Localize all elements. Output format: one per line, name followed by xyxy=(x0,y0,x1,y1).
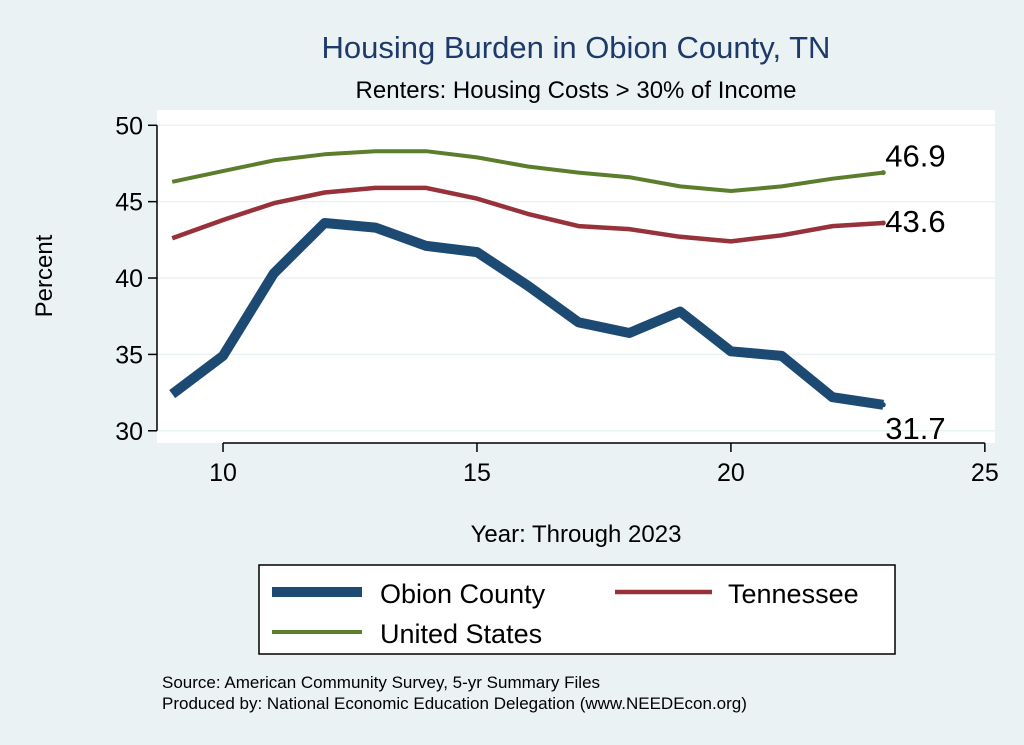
x-tick-label-15: 15 xyxy=(463,459,491,487)
source-note: Source: American Community Survey, 5-yr … xyxy=(162,673,600,692)
axes: 30 35 40 45 50 10 15 20 25 xyxy=(115,112,999,487)
end-label-obion-county: 31.7 xyxy=(885,411,945,446)
series-line-united-states xyxy=(171,149,884,193)
x-tick-label-25: 25 xyxy=(971,459,999,487)
y-tick-label-35: 35 xyxy=(115,341,143,369)
legend-box xyxy=(258,564,896,655)
end-label-united-states: 46.9 xyxy=(885,139,945,174)
legend: Obion County Tennessee United States xyxy=(258,564,896,655)
series-lines xyxy=(169,149,886,410)
y-tick-label-45: 45 xyxy=(115,189,143,217)
end-labels: 46.9 43.6 31.7 xyxy=(885,139,945,446)
y-tick-label-30: 30 xyxy=(115,418,143,446)
gridlines xyxy=(157,124,995,432)
end-point-tennessee xyxy=(880,220,886,226)
y-tick-label-50: 50 xyxy=(115,112,143,140)
chart-title: Housing Burden in Obion County, TN xyxy=(322,30,831,65)
series-line-tennessee xyxy=(171,185,884,244)
legend-label-tennessee: Tennessee xyxy=(728,579,859,609)
series-line-obion-county xyxy=(169,218,885,410)
y-axis-title: Percent xyxy=(31,234,58,317)
end-point-obion-county xyxy=(880,402,886,408)
x-tick-label-20: 20 xyxy=(717,459,745,487)
end-point-united-states xyxy=(880,170,886,176)
chart-subtitle: Renters: Housing Costs > 30% of Income xyxy=(356,77,797,104)
plot-area xyxy=(157,110,995,443)
x-axis-title: Year: Through 2023 xyxy=(471,521,682,548)
end-label-tennessee: 43.6 xyxy=(885,204,945,239)
produced-by-note: Produced by: National Economic Education… xyxy=(162,694,747,713)
legend-label-obion: Obion County xyxy=(380,579,546,609)
legend-label-united-states: United States xyxy=(380,619,542,649)
x-tick-label-10: 10 xyxy=(209,459,237,487)
y-tick-label-40: 40 xyxy=(115,265,143,293)
